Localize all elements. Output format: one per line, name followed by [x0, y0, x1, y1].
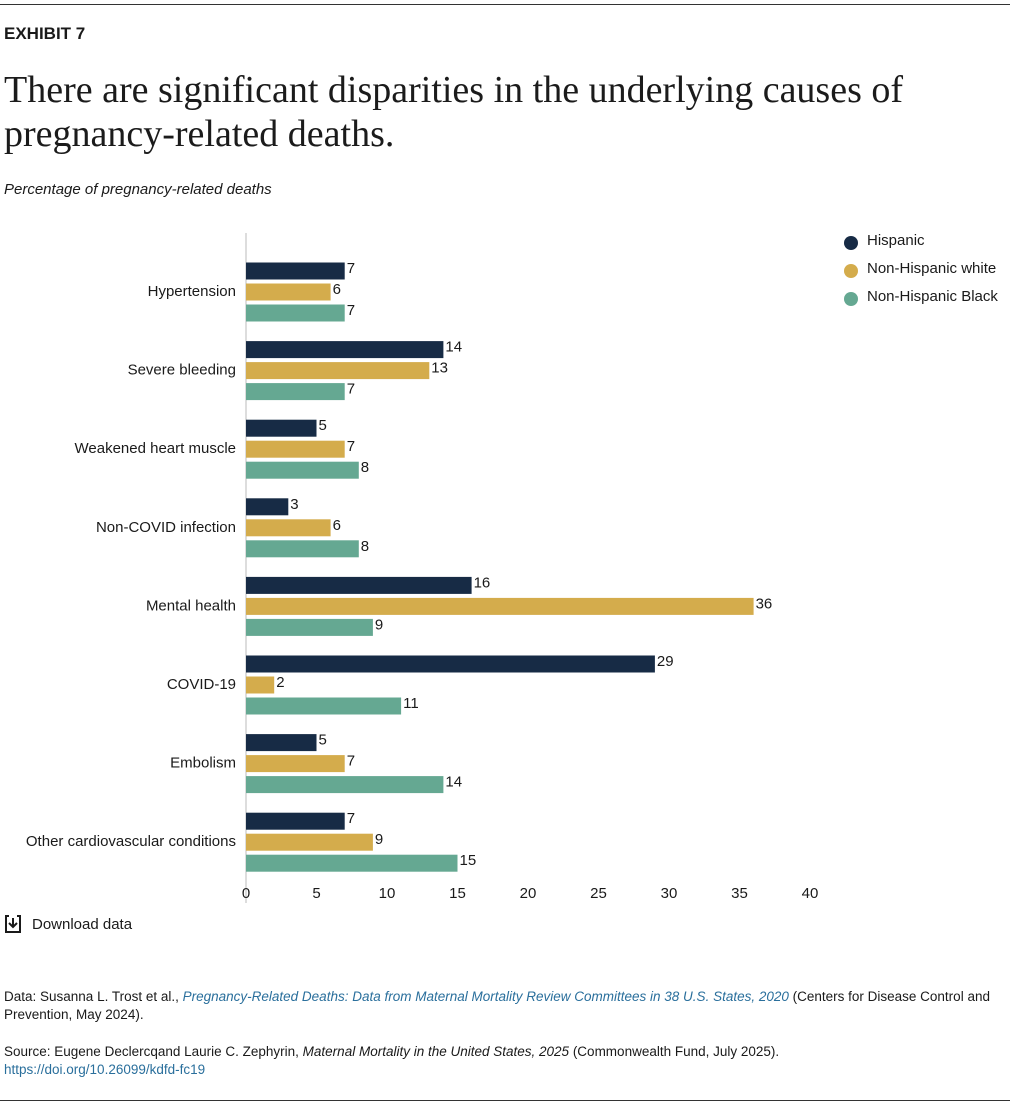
bar — [246, 697, 402, 715]
bar — [246, 655, 655, 673]
value-label: 7 — [347, 381, 355, 398]
bar — [246, 498, 289, 516]
value-label: 16 — [474, 574, 491, 591]
value-label: 15 — [460, 852, 477, 869]
value-label: 7 — [347, 260, 355, 277]
bar — [246, 304, 345, 322]
bar — [246, 776, 444, 794]
bar — [246, 576, 472, 594]
value-label: 5 — [319, 732, 327, 749]
x-tick-label: 15 — [449, 885, 466, 902]
value-label: 36 — [756, 595, 773, 612]
bar — [246, 519, 331, 537]
value-label: 7 — [347, 753, 355, 770]
value-label: 7 — [347, 302, 355, 319]
bar — [246, 676, 275, 694]
value-label: 5 — [319, 417, 327, 434]
x-tick-label: 5 — [312, 885, 320, 902]
bar — [246, 854, 458, 872]
bottom-rule — [0, 1100, 1010, 1101]
y-tick-label: COVID-19 — [167, 676, 236, 693]
x-tick-label: 20 — [520, 885, 537, 902]
bar — [246, 833, 373, 851]
note-italic: Maternal Mortality in the United States,… — [302, 1044, 570, 1059]
source-note: Source: Eugene Declercqand Laurie C. Zep… — [4, 1043, 994, 1079]
download-icon — [5, 915, 21, 933]
data-note: Data: Susanna L. Trost et al., Pregnancy… — [4, 988, 994, 1024]
chart-title: There are significant disparities in the… — [4, 69, 904, 155]
value-label: 13 — [431, 360, 448, 377]
value-label: 7 — [347, 438, 355, 455]
bar — [246, 341, 444, 359]
value-label: 9 — [375, 831, 383, 848]
exhibit-label: EXHIBIT 7 — [4, 24, 86, 43]
note-link[interactable]: Pregnancy-Related Deaths: Data from Mate… — [182, 989, 789, 1004]
y-tick-label: Hypertension — [148, 283, 236, 300]
x-tick-label: 40 — [802, 885, 819, 902]
note-text: Data: Susanna L. Trost et al., — [4, 989, 183, 1004]
value-label: 3 — [290, 496, 298, 513]
value-label: 6 — [333, 517, 341, 534]
value-label: 9 — [375, 616, 383, 633]
bar — [246, 755, 345, 773]
x-tick-label: 0 — [242, 885, 250, 902]
note-text: (Centers for Disease Control and Prevent… — [4, 989, 990, 1022]
value-label: 7 — [347, 810, 355, 827]
legend-marker — [844, 292, 858, 306]
value-label: 2 — [276, 674, 284, 691]
legend-label: Hispanic — [867, 232, 925, 249]
x-tick-label: 10 — [379, 885, 396, 902]
legend-marker — [844, 264, 858, 278]
y-tick-label: Non-COVID infection — [96, 519, 236, 536]
bar — [246, 283, 331, 301]
value-label: 11 — [403, 695, 419, 712]
legend-marker — [844, 236, 858, 250]
bar — [246, 383, 345, 401]
bar — [246, 440, 345, 458]
bar — [246, 734, 317, 752]
bar — [246, 362, 430, 380]
download-text[interactable]: Download data — [32, 915, 133, 933]
bar — [246, 618, 373, 636]
y-tick-label: Mental health — [146, 597, 236, 614]
bar — [246, 262, 345, 280]
bar — [246, 812, 345, 830]
chart-subtitle: Percentage of pregnancy-related deaths — [4, 181, 272, 198]
doi-link[interactable]: https://doi.org/10.26099/kdfd-fc19 — [4, 1062, 206, 1077]
download-button[interactable]: Download data — [4, 914, 132, 934]
y-tick-label: Weakened heart muscle — [75, 440, 236, 457]
legend-label: Non-Hispanic Black — [867, 288, 998, 305]
x-tick-label: 30 — [661, 885, 678, 902]
legend-label: Non-Hispanic white — [867, 260, 996, 277]
bar — [246, 461, 359, 479]
y-tick-label: Embolism — [170, 755, 236, 772]
value-label: 8 — [361, 459, 369, 476]
bar — [246, 540, 359, 558]
y-tick-label: Severe bleeding — [128, 362, 236, 379]
note-text: Source: Eugene Declercqand Laurie C. Zep… — [4, 1044, 303, 1059]
value-label: 8 — [361, 538, 369, 555]
x-tick-label: 35 — [731, 885, 748, 902]
y-tick-label: Other cardiovascular conditions — [26, 833, 236, 850]
top-rule — [0, 4, 1010, 5]
x-tick-label: 25 — [590, 885, 607, 902]
note-text: (Commonwealth Fund, July 2025). — [569, 1044, 780, 1059]
bar — [246, 419, 317, 437]
value-label: 14 — [445, 774, 462, 791]
value-label: 14 — [445, 339, 462, 356]
value-label: 29 — [657, 653, 674, 670]
value-label: 6 — [333, 281, 341, 298]
bar — [246, 597, 754, 615]
